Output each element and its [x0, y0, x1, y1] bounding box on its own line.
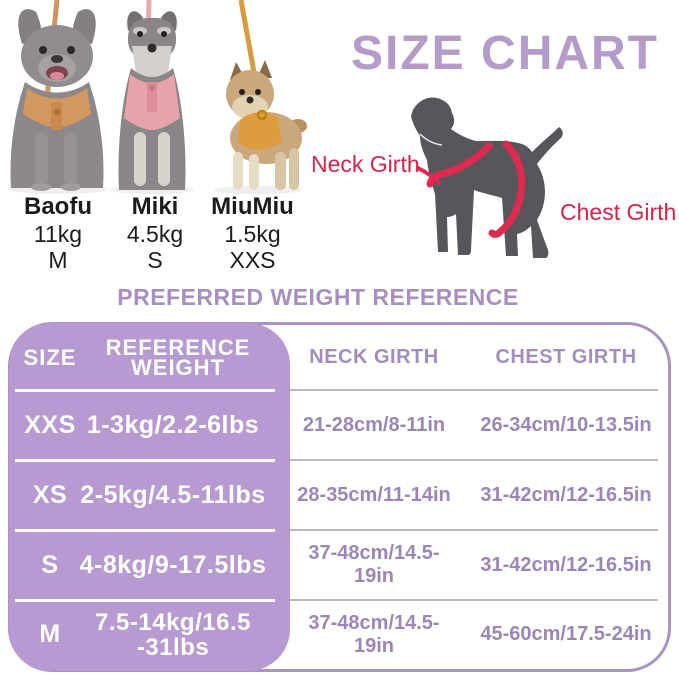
model-caption-miumiu: MiuMiu 1.5kg XXS	[205, 193, 300, 273]
cell-size: S	[41, 550, 59, 579]
column-header-weight: REFERENCE WEIGHT	[105, 334, 251, 380]
section-heading: PREFERRED WEIGHT REFERENCE	[117, 284, 519, 310]
cell-neck: 37-48cm/14.5-19in	[308, 611, 440, 657]
model-size: XXS	[229, 247, 276, 273]
model-name: Miki	[131, 193, 179, 220]
model-weight: 11kg	[33, 221, 83, 247]
cell-weight: 1-3kg/2.2-6lbs	[86, 410, 260, 439]
cell-neck: 21-28cm/8-11in	[302, 413, 446, 436]
cell-weight: 4-8kg/9-17.5lbs	[79, 550, 267, 579]
page-title: SIZE CHART	[351, 27, 659, 80]
model-name: Baofu	[24, 193, 92, 220]
divider	[290, 459, 658, 461]
model-weight: 1.5kg	[224, 221, 281, 247]
cell-size: XXS	[24, 410, 76, 439]
divider	[290, 529, 658, 531]
divider	[290, 599, 658, 601]
column-header-size: SIZE	[23, 344, 77, 370]
dog-silhouette	[411, 97, 563, 258]
chest-girth-label: Chest Girth	[560, 199, 677, 225]
model-size: S	[147, 247, 163, 273]
schnauzer-photo	[110, 11, 194, 194]
column-header-chest: CHEST GIRTH	[495, 346, 637, 368]
size-table-left-highlight	[9, 323, 290, 671]
cell-neck: 37-48cm/14.5-19in	[308, 542, 440, 587]
neck-girth-band	[426, 142, 493, 188]
model-caption-baofu: Baofu 11kg M	[8, 193, 108, 273]
model-name: MiuMiu	[211, 193, 294, 220]
dog-measurement-silhouette-icon	[411, 97, 563, 258]
model-weight: 4.5kg	[126, 221, 184, 247]
divider	[15, 459, 275, 462]
divider	[15, 529, 275, 532]
model-dogs-illustration	[8, 0, 307, 194]
french-bulldog-photo	[8, 9, 108, 194]
yorkshire-terrier-photo	[214, 60, 307, 194]
cell-weight: 7.5-14kg/16.5 -31lbs	[73, 600, 273, 669]
cell-weight: 2-5kg/4.5-11lbs	[80, 480, 266, 509]
model-size: M	[48, 247, 68, 273]
divider	[290, 389, 658, 391]
neck-girth-label: Neck Girth	[311, 151, 420, 177]
column-header-neck: NECK GIRTH	[309, 346, 439, 368]
cell-chest: 45-60cm/17.5-24in	[480, 623, 652, 645]
cell-weight-line2: -31lbs	[136, 633, 210, 661]
cell-size: XS	[32, 480, 68, 509]
cell-weight-line1: 7.5-14kg/16.5	[95, 608, 251, 636]
cell-chest: 31-42cm/12-16.5in	[480, 483, 652, 506]
divider	[15, 599, 275, 602]
size-table: SIZE REFERENCE WEIGHT NECK GIRTH CHEST G…	[8, 322, 671, 672]
cell-chest: 26-34cm/10-13.5in	[480, 413, 652, 436]
cell-size: M	[39, 620, 61, 648]
neck-girth-pointer	[416, 166, 441, 185]
divider	[15, 389, 275, 392]
chin-highlight	[419, 133, 443, 146]
cell-neck: 28-35cm/11-14in	[297, 483, 451, 506]
model-caption-miki: Miki 4.5kg S	[112, 193, 198, 273]
chest-girth-band	[488, 140, 526, 238]
cell-chest: 31-42cm/12-16.5in	[480, 553, 652, 576]
